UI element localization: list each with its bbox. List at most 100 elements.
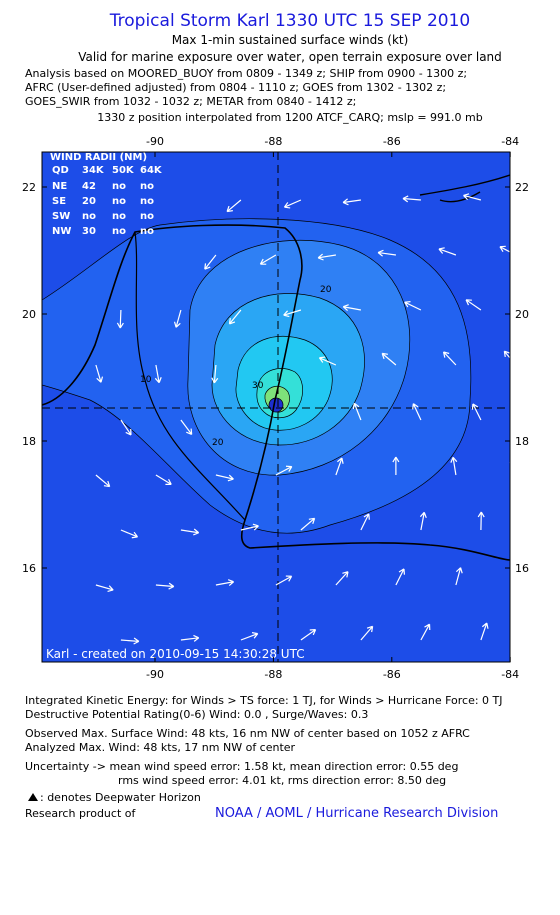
lon-label: -86 <box>383 135 401 148</box>
wind-arrow <box>180 528 200 536</box>
wind-arrow <box>259 254 277 265</box>
lon-label: -88 <box>264 135 282 148</box>
lat-label: 18 <box>22 435 36 448</box>
wind-arrow <box>226 199 242 213</box>
contour-label: 10 <box>140 375 152 385</box>
wind-arrow <box>420 623 431 641</box>
map-frame <box>41 151 511 663</box>
wind-arrow <box>438 247 457 256</box>
wind-arrow <box>95 364 104 383</box>
analysis-line: GOES_SWIR from 1032 - 1032 z; METAR from… <box>25 95 356 108</box>
org-name: NOAA / AOML / Hurricane Research Divisio… <box>215 806 498 821</box>
radii-table: QD 34K 50K 64K NE 42 no no SE 20 no no SW no no no NW 30 n… <box>52 165 163 237</box>
storm-center <box>268 397 284 413</box>
wind-arrow <box>499 245 510 253</box>
radii-header: 50K <box>112 165 135 176</box>
radii-title: WIND RADII (NM) <box>50 152 147 163</box>
lon-label: -88 <box>264 668 282 681</box>
wind-arrow <box>360 513 370 531</box>
wind-arrow <box>381 352 397 366</box>
radii-cell: SW <box>52 211 70 222</box>
wind-arrow <box>95 474 111 488</box>
product-note: Research product of <box>25 807 136 820</box>
lat-label: 20 <box>22 308 36 321</box>
wind-arrow <box>154 364 162 384</box>
radii-cell: 42 <box>82 181 96 192</box>
wind-arrow <box>392 456 400 476</box>
radii-cell: no <box>140 226 154 237</box>
subtitle: Valid for marine exposure over water, op… <box>78 50 502 64</box>
footer-line: Analyzed Max. Wind: 48 kts, 17 nm NW of … <box>25 741 296 754</box>
radii-header: 64K <box>140 165 163 176</box>
lon-label: -84 <box>501 668 519 681</box>
wind-arrow <box>240 632 259 641</box>
analysis-line: 1330 z position interpolated from 1200 A… <box>97 111 482 124</box>
radii-cell: no <box>140 196 154 207</box>
subtitle: Max 1-min sustained surface winds (kt) <box>172 33 409 47</box>
wind-arrow <box>275 575 293 586</box>
wind-arrow <box>532 404 541 420</box>
wind-arrow <box>283 199 302 209</box>
deepwater-icon <box>28 793 38 801</box>
wind-arrow <box>352 402 362 421</box>
wind-arrow <box>480 622 489 641</box>
footer-line: rms wind speed error: 4.01 kt, rms direc… <box>118 774 446 787</box>
wind-arrow <box>503 350 510 359</box>
radii-cell: no <box>140 211 154 222</box>
lat-label: 22 <box>22 181 36 194</box>
title: Tropical Storm Karl 1330 UTC 15 SEP 2010 <box>109 11 470 31</box>
wind-arrow <box>537 512 543 530</box>
wind-vectors <box>95 193 547 645</box>
wind-arrow <box>450 456 458 476</box>
analysis-line: AFRC (User-defined adjusted) from 0804 -… <box>25 81 446 94</box>
wind-arrow <box>471 403 482 421</box>
wind-arrow <box>211 364 219 384</box>
wind-arrow <box>155 474 172 486</box>
coastline <box>42 224 510 561</box>
wind-arrow <box>404 301 422 311</box>
wind-arrow <box>419 511 427 531</box>
lat-label: 22 <box>515 181 529 194</box>
wind-arrow <box>180 634 200 642</box>
wind-arrow <box>455 567 463 586</box>
lat-label: 16 <box>22 562 36 575</box>
cuba-coast <box>419 174 510 203</box>
wind-arrow <box>465 299 482 311</box>
border <box>134 231 246 521</box>
radii-cell: SE <box>52 196 66 207</box>
wind-arrow <box>204 254 217 270</box>
wind-arrow <box>541 622 547 640</box>
wind-arrow <box>228 309 242 325</box>
contour-label: 20 <box>212 438 224 448</box>
wind-arrow <box>442 351 457 366</box>
wind-arrow <box>95 584 114 593</box>
footer-line: Uncertainty -> mean wind speed error: 1.… <box>25 760 458 773</box>
wind-arrow <box>477 511 485 531</box>
wind-arrow <box>116 309 124 329</box>
wind-arrow <box>155 582 175 590</box>
contour-label: 30 <box>252 381 264 391</box>
lat-label: 20 <box>515 308 529 321</box>
footer-line: Destructive Potential Rating(0-6) Wind: … <box>25 708 368 721</box>
radii-cell: 20 <box>82 196 96 207</box>
wind-arrow <box>275 465 293 476</box>
lat-label: 16 <box>515 562 529 575</box>
wind-arrow <box>317 253 337 261</box>
lon-label: -86 <box>383 668 401 681</box>
wind-arrow <box>120 529 139 539</box>
contour-label: 20 <box>320 285 332 295</box>
wind-arrow <box>509 460 510 464</box>
analysis-line: Analysis based on MOORED_BUOY from 0809 … <box>25 67 467 80</box>
radii-cell: no <box>112 196 126 207</box>
wind-arrow <box>342 304 362 312</box>
wind-arrow <box>360 625 374 641</box>
wind-arrow <box>463 193 482 201</box>
credit: Karl - created on 2010-09-15 14:30:28 UT… <box>46 647 305 661</box>
wind-arrow <box>173 309 182 328</box>
wind-arrow <box>300 628 317 641</box>
radii-cell: 30 <box>82 226 96 237</box>
radii-header: QD <box>52 165 69 176</box>
wind-arrow <box>215 474 234 482</box>
lon-label: -90 <box>146 668 164 681</box>
wind-arrow <box>318 356 337 366</box>
